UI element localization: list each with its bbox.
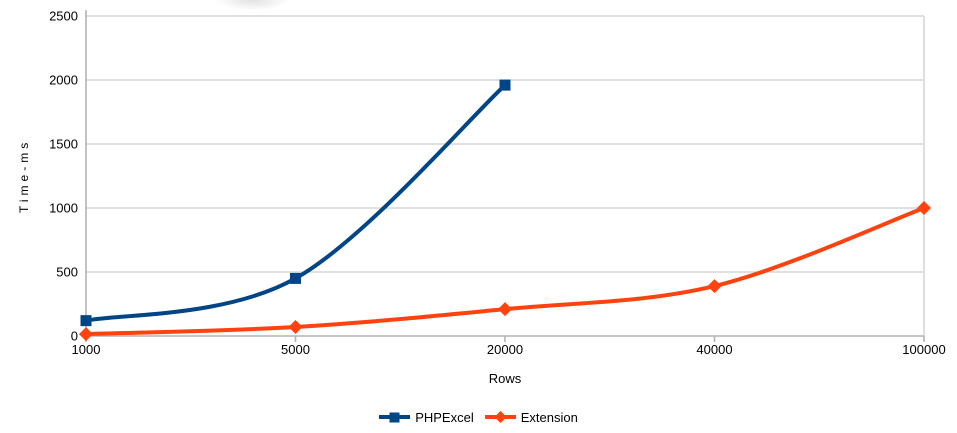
series-line-extension-marker xyxy=(79,327,93,342)
series-line-phpexcel-marker xyxy=(290,272,301,284)
x-tick-label: 20000 xyxy=(487,342,523,357)
x-tick-label: 40000 xyxy=(696,342,732,357)
series-line-extension-marker xyxy=(917,201,931,215)
series-line-extension-marker xyxy=(288,320,303,335)
y-tick-label: 1500 xyxy=(49,137,78,152)
series-line-extension-marker xyxy=(498,302,512,317)
phpexcel-line-square-icon xyxy=(379,412,411,423)
y-axis-title: Time-ms xyxy=(17,138,31,214)
legend-diamond-marker xyxy=(494,411,507,423)
x-tick-label: 1000 xyxy=(72,342,101,357)
y-tick-label: 2500 xyxy=(49,9,78,24)
series-line-phpexcel xyxy=(85,83,507,323)
series-line-extension-marker xyxy=(707,279,722,294)
legend-item-phpexcel: PHPExcel xyxy=(379,410,474,425)
series-line-phpexcel-marker xyxy=(499,79,511,91)
x-axis-title: Rows xyxy=(488,371,522,386)
y-tick-label: 2000 xyxy=(49,73,78,88)
legend-item-extension: Extension xyxy=(484,409,578,425)
y-tick-label: 500 xyxy=(56,265,78,280)
y-tick-label: 0 xyxy=(71,329,78,344)
extension-line-diamond-icon xyxy=(484,411,516,423)
legend-label-phpexcel: PHPExcel xyxy=(415,409,474,425)
legend: PHPExcel Extension xyxy=(0,407,957,427)
legend-square-marker xyxy=(389,412,400,423)
y-tick-label: 1000 xyxy=(49,201,78,216)
x-tick-label: 100000 xyxy=(902,342,945,357)
series-line-phpexcel-marker xyxy=(80,315,92,327)
x-tick-label: 5000 xyxy=(281,342,310,357)
legend-label-extension: Extension xyxy=(520,409,578,425)
